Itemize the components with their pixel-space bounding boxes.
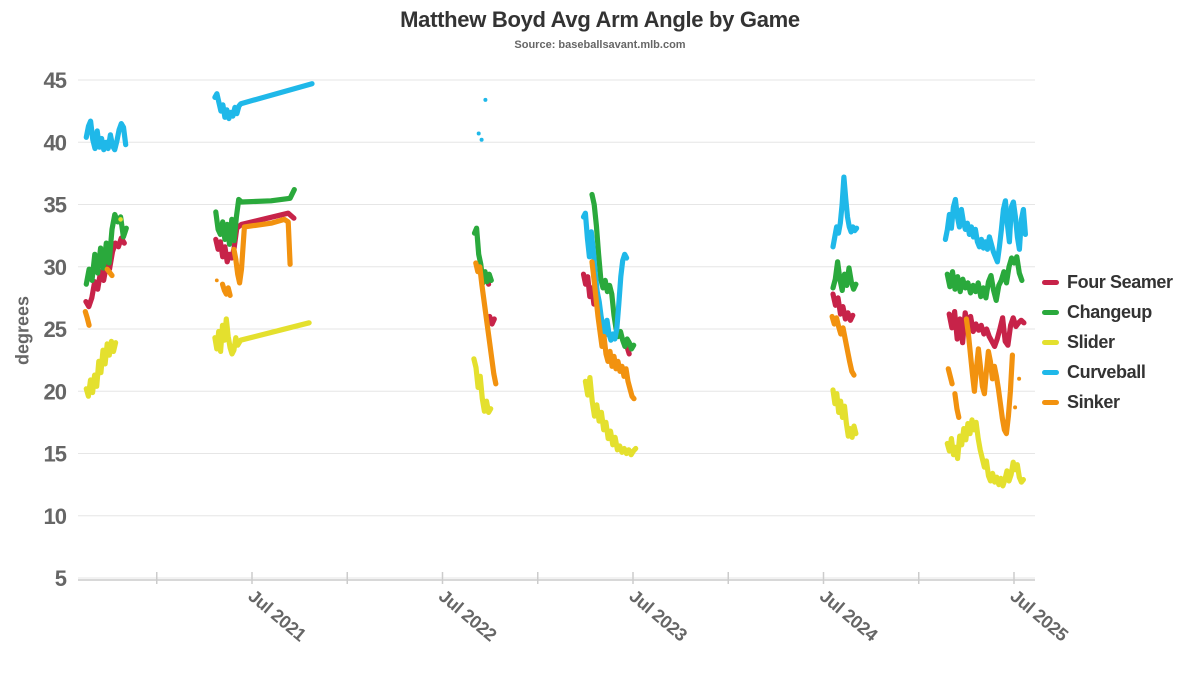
legend-label: Four Seamer bbox=[1067, 272, 1173, 292]
x-tick-label: Jul 2025 bbox=[1006, 586, 1072, 646]
series-line bbox=[589, 191, 637, 352]
legend-item-sinker[interactable]: Sinker bbox=[1042, 392, 1173, 413]
legend-swatch bbox=[1042, 340, 1059, 345]
y-tick-label: 20 bbox=[44, 379, 67, 404]
series-line bbox=[624, 343, 632, 357]
series-curveball bbox=[83, 81, 1029, 343]
series-line bbox=[471, 356, 494, 415]
series-line bbox=[212, 81, 315, 122]
legend-swatch bbox=[1042, 370, 1059, 375]
series-line bbox=[830, 291, 856, 323]
series-point bbox=[476, 131, 481, 136]
series-line bbox=[830, 259, 859, 293]
series-sinker bbox=[82, 216, 1022, 437]
legend: Four Seamer Changeup Slider Curveball Sinker bbox=[1042, 272, 1173, 413]
series-point bbox=[214, 278, 219, 283]
series-point bbox=[483, 97, 488, 102]
y-tick-label: 15 bbox=[44, 442, 67, 467]
series-point bbox=[479, 137, 484, 142]
series-line bbox=[82, 309, 92, 328]
series-line bbox=[946, 309, 1027, 349]
legend-item-four-seamer[interactable]: Four Seamer bbox=[1042, 272, 1173, 293]
series-line bbox=[589, 259, 637, 402]
legend-swatch bbox=[1042, 280, 1059, 285]
series-line bbox=[487, 313, 497, 327]
series-four-seamer bbox=[83, 210, 1027, 357]
series-line bbox=[582, 375, 639, 458]
series-line bbox=[231, 216, 293, 286]
legend-label: Sinker bbox=[1067, 392, 1120, 412]
series-line bbox=[212, 316, 312, 357]
y-tick-label: 30 bbox=[44, 255, 67, 280]
y-tick-label: 35 bbox=[44, 193, 67, 218]
legend-label: Changeup bbox=[1067, 302, 1152, 322]
legend-item-curveball[interactable]: Curveball bbox=[1042, 362, 1173, 383]
legend-label: Curveball bbox=[1067, 362, 1146, 382]
series-point bbox=[1013, 405, 1018, 410]
y-tick-label: 25 bbox=[44, 317, 67, 342]
x-tick-label: Jul 2024 bbox=[816, 586, 882, 646]
y-tick-label: 45 bbox=[44, 68, 67, 93]
series-line bbox=[219, 281, 233, 298]
legend-item-slider[interactable]: Slider bbox=[1042, 332, 1173, 353]
series-line bbox=[944, 417, 1027, 489]
legend-swatch bbox=[1042, 400, 1059, 405]
series-line bbox=[104, 266, 115, 279]
series-line bbox=[83, 338, 119, 399]
x-tick-label: Jul 2021 bbox=[244, 586, 310, 646]
x-axis: Jul 2021 Jul 2022 Jul 2023 Jul 2024 Jul 2025 bbox=[78, 572, 1072, 645]
legend-label: Slider bbox=[1067, 332, 1115, 352]
series-line bbox=[213, 210, 297, 265]
x-tick-label: Jul 2023 bbox=[625, 586, 691, 646]
series-line bbox=[952, 391, 962, 420]
series-slider bbox=[83, 217, 1027, 489]
chart-subtitle: Source: baseballsavant.mlb.com bbox=[514, 39, 686, 51]
series-line bbox=[830, 387, 859, 440]
series-line bbox=[213, 187, 297, 247]
legend-item-changeup[interactable]: Changeup bbox=[1042, 302, 1173, 323]
legend-swatch bbox=[1042, 310, 1059, 315]
series-line bbox=[944, 254, 1025, 303]
series-point bbox=[118, 217, 123, 222]
y-tick-label: 40 bbox=[44, 130, 67, 155]
series-point bbox=[1017, 376, 1022, 381]
series-line bbox=[580, 271, 599, 307]
y-tick-label: 10 bbox=[44, 504, 67, 529]
series-line bbox=[942, 196, 1029, 265]
gridlines bbox=[78, 79, 1035, 579]
series-line bbox=[83, 235, 127, 310]
series-line bbox=[830, 174, 860, 250]
series-line bbox=[473, 260, 499, 387]
series-line bbox=[945, 366, 955, 387]
series-line bbox=[963, 316, 1016, 437]
x-tick-label: Jul 2022 bbox=[435, 586, 501, 646]
series-line bbox=[83, 118, 129, 153]
y-tick-label: 5 bbox=[55, 566, 67, 591]
chart-title: Matthew Boyd Avg Arm Angle by Game bbox=[400, 7, 800, 32]
series-line bbox=[829, 313, 857, 378]
y-axis-labels: 45 40 35 30 25 20 15 10 5 bbox=[44, 68, 68, 591]
